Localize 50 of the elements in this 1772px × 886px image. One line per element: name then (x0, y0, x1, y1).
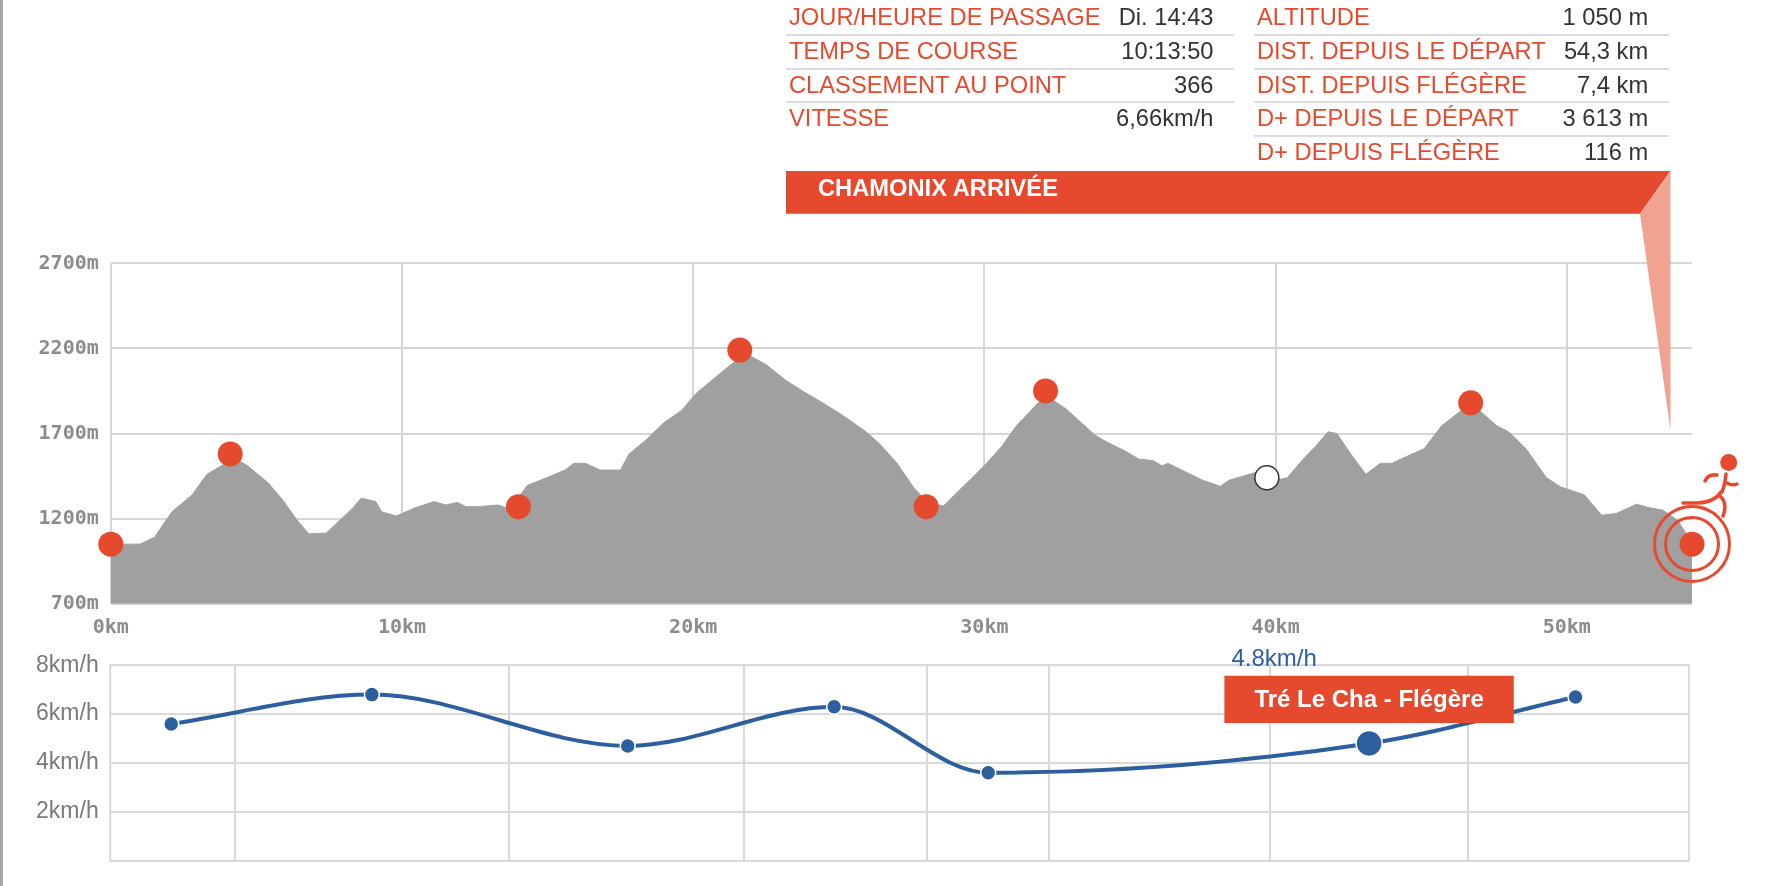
x-tick-label: 20km (669, 613, 718, 638)
data-label: 4.8km/h (1231, 643, 1317, 671)
x-tick-label: 50km (1542, 613, 1591, 638)
y-tick-label: 2km/h (36, 797, 99, 824)
text: ALTITUDE (1257, 3, 1370, 33)
y-tick-label: 8km/h (36, 650, 99, 677)
text: CHAMONIX ARRIVÉE (786, 170, 1671, 214)
text: DIST. DEPUIS FLÉGÈRE (1257, 70, 1527, 100)
text: Di. 14:43 (1118, 3, 1214, 33)
point (913, 494, 939, 520)
text: 366 (1173, 70, 1214, 100)
annotation: Tré Le Cha - Flégère (1254, 684, 1484, 712)
point (825, 698, 843, 716)
y-tick-label: 4km/h (36, 748, 99, 775)
point (979, 764, 997, 782)
x-tick-label: 40km (1251, 613, 1300, 638)
x-tick-label: 30km (960, 613, 1009, 638)
x-tick-label: 10km (377, 613, 427, 638)
point (619, 737, 636, 755)
text: 3 613 m (1562, 104, 1649, 134)
text: 10:13:50 (1121, 37, 1214, 66)
point (98, 531, 124, 557)
text: 7,4 km (1577, 70, 1649, 100)
text: 116 m (1584, 138, 1649, 168)
text: 6,66km/h (1116, 104, 1214, 134)
x-tick-label: 0km (92, 613, 129, 638)
point (727, 337, 753, 363)
text: VITESSE (789, 104, 890, 134)
text: DIST. DEPUIS LE DÉPART (1257, 37, 1546, 66)
text: CLASSEMENT AU POINT (789, 70, 1067, 100)
point (363, 686, 381, 703)
text: 1 050 m (1562, 3, 1649, 33)
point (505, 494, 531, 520)
text: 54,3 km (1563, 37, 1649, 66)
point (1458, 390, 1484, 416)
y-tick-label: 1200m (38, 504, 99, 529)
point (1254, 465, 1280, 491)
point (163, 715, 180, 733)
y-tick-label: 1700m (38, 419, 99, 444)
y-tick-label: 2700m (38, 249, 99, 274)
text: D+ DEPUIS FLÉGÈRE (1257, 138, 1500, 168)
y-tick-label: 700m (50, 589, 99, 614)
point (217, 441, 243, 467)
y-tick-label: 6km/h (36, 699, 99, 726)
text: D+ DEPUIS LE DÉPART (1257, 104, 1519, 134)
point (1033, 378, 1059, 404)
y-tick-label: 2200m (38, 334, 99, 359)
point (1567, 688, 1584, 706)
text: TEMPS DE COURSE (789, 37, 1019, 66)
text: JOUR/HEURE DE PASSAGE (789, 3, 1101, 33)
